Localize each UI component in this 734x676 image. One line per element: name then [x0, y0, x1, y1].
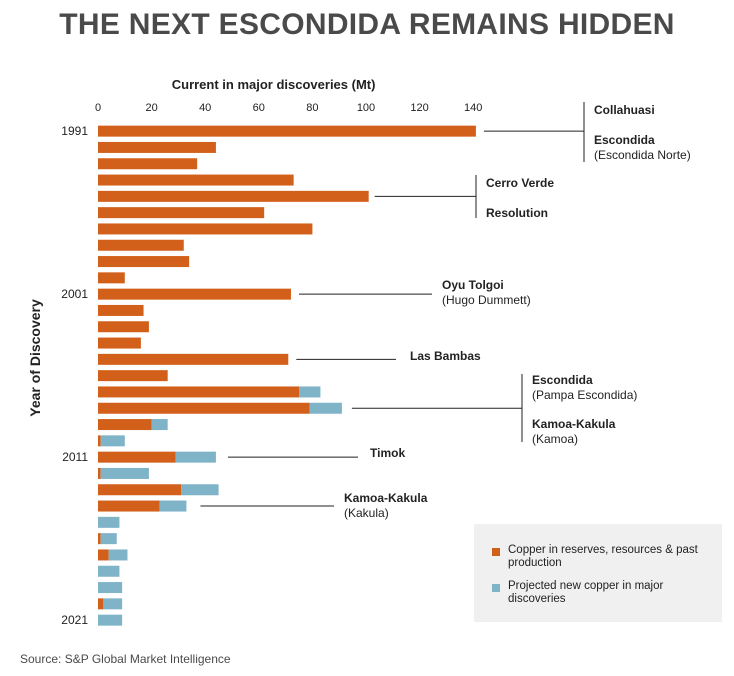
- annotation-label: Escondida: [532, 373, 593, 387]
- x-tick-label: 80: [306, 102, 318, 114]
- source-note: Source: S&P Global Market Intelligence: [20, 652, 231, 666]
- bar-projected: [98, 565, 120, 577]
- bar-copper: [98, 500, 160, 512]
- bar-copper: [98, 174, 294, 186]
- annotation-label: Kamoa-Kakula: [344, 491, 428, 505]
- bar-projected: [98, 614, 123, 626]
- x-tick-label: 120: [410, 102, 428, 114]
- x-tick-label: 40: [199, 102, 211, 114]
- bar-projected: [181, 484, 219, 496]
- bar-copper: [98, 125, 476, 137]
- legend-item-copper: Copper in reserves, resources & past pro…: [492, 544, 698, 570]
- bar-copper: [98, 337, 141, 349]
- bar-projected: [100, 533, 117, 545]
- annotation-label: Las Bambas: [410, 349, 481, 363]
- annotation-label: Oyu Tolgoi: [442, 278, 504, 292]
- bar-projected: [103, 598, 123, 610]
- annotation-label: Collahuasi: [594, 103, 655, 117]
- bar-copper: [98, 272, 125, 284]
- y-tick-label: 1991: [61, 124, 88, 138]
- legend-label-projected: Projected new copper in major discoverie…: [508, 580, 664, 605]
- legend-swatch-projected: [492, 584, 500, 592]
- bar-copper: [98, 141, 216, 153]
- annotation-label: Escondida: [594, 133, 655, 147]
- bar-copper: [98, 304, 144, 316]
- y-tick-label: 2001: [61, 287, 88, 301]
- annotation-label: Resolution: [486, 206, 548, 220]
- x-tick-label: 140: [464, 102, 482, 114]
- bar-copper: [98, 190, 369, 202]
- annotation-sublabel: (Pampa Escondida): [532, 388, 637, 402]
- bar-projected: [108, 549, 128, 561]
- annotation-label: Cerro Verde: [486, 176, 554, 190]
- bar-copper: [98, 256, 190, 268]
- legend-item-projected: Projected new copper in major discoverie…: [492, 580, 698, 606]
- x-tick-label: 60: [253, 102, 265, 114]
- bar-projected: [151, 419, 168, 431]
- bar-projected: [98, 516, 120, 528]
- bar-copper: [98, 370, 168, 382]
- bar-projected: [159, 500, 187, 512]
- y-axis-label: Year of Discovery: [27, 299, 43, 417]
- bar-copper: [98, 402, 310, 414]
- bar-copper: [98, 223, 313, 235]
- bar-copper: [98, 207, 265, 219]
- x-tick-label: 20: [145, 102, 157, 114]
- annotation-sublabel: (Kamoa): [532, 432, 578, 446]
- legend-swatch-copper: [492, 548, 500, 556]
- bar-copper: [98, 598, 104, 610]
- y-tick-label: 2011: [62, 450, 88, 464]
- legend-label-copper: Copper in reserves, resources & past pro…: [508, 544, 698, 569]
- annotation-sublabel: (Hugo Dummett): [442, 293, 531, 307]
- bar-copper: [98, 451, 176, 463]
- bar-projected: [309, 402, 342, 414]
- bar-copper: [98, 533, 101, 545]
- x-tick-label: 100: [357, 102, 375, 114]
- annotation-sublabel: (Kakula): [344, 506, 389, 520]
- bar-projected: [175, 451, 216, 463]
- bar-copper: [98, 549, 109, 561]
- bar-copper: [98, 435, 101, 447]
- bar-copper: [98, 386, 299, 398]
- bar-copper: [98, 239, 184, 251]
- bar-projected: [100, 467, 149, 479]
- bar-projected: [100, 435, 125, 447]
- bar-copper: [98, 467, 101, 479]
- legend: Copper in reserves, resources & past pro…: [474, 524, 722, 622]
- bar-projected: [299, 386, 321, 398]
- x-tick-label: 0: [95, 102, 101, 114]
- bar-copper: [98, 353, 289, 365]
- bar-projected: [98, 582, 123, 594]
- bar-copper: [98, 288, 291, 300]
- annotation-sublabel: (Escondida Norte): [594, 148, 691, 162]
- bar-copper: [98, 321, 149, 333]
- x-axis-label: Current in major discoveries (Mt): [172, 77, 376, 92]
- bar-copper: [98, 419, 152, 431]
- bar-copper: [98, 484, 182, 496]
- bar-copper: [98, 158, 198, 170]
- annotation-label: Timok: [370, 446, 405, 460]
- y-tick-label: 2021: [61, 613, 88, 627]
- chart-title: THE NEXT ESCONDIDA REMAINS HIDDEN: [59, 8, 675, 41]
- annotation-label: Kamoa-Kakula: [532, 417, 616, 431]
